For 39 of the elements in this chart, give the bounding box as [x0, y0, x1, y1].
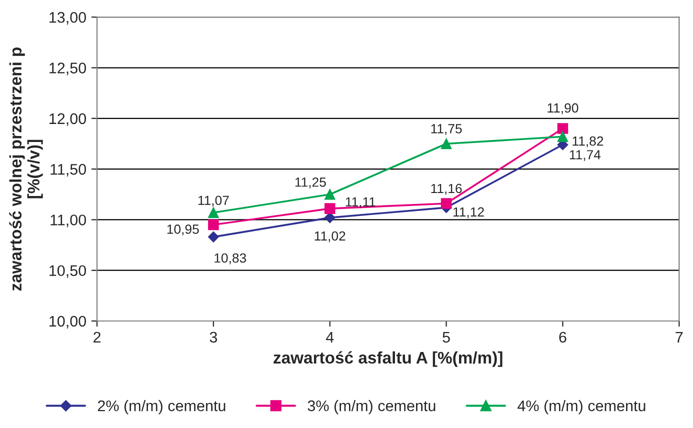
data-label: 11,82 — [572, 136, 604, 148]
point — [324, 203, 336, 214]
point — [440, 138, 452, 150]
point — [208, 231, 219, 242]
data-label: 11,25 — [295, 177, 326, 188]
data-label: 11,11 — [346, 197, 376, 208]
legend-label: 3% (m/m) cementu — [308, 400, 436, 414]
y-tick-label: 10,50 — [50, 265, 86, 278]
x-tick-label: 7 — [676, 332, 683, 342]
y-tick-label: 11,50 — [50, 164, 86, 177]
point — [324, 189, 336, 200]
legend-label: 2% (m/m) cementu — [98, 400, 226, 414]
data-label: 11,75 — [431, 124, 462, 135]
point — [557, 123, 568, 134]
data-label: 11,74 — [570, 150, 601, 161]
point — [208, 219, 219, 230]
x-tick-label: 6 — [559, 332, 566, 343]
data-label: 11,02 — [314, 231, 346, 242]
data-label: 11,90 — [548, 103, 578, 114]
y-tick-label: 10,00 — [50, 316, 86, 328]
x-tick-label: 3 — [210, 332, 218, 343]
y-axis-title: zawartość wolnej przestrzeni p [%(v/v)] — [9, 47, 43, 291]
point — [557, 131, 568, 142]
data-label: 10,95 — [167, 224, 199, 236]
data-label: 11,16 — [431, 184, 462, 195]
data-label: 10,83 — [214, 253, 246, 264]
legend-label: 4% (m/m) cementu — [518, 400, 646, 414]
x-tick-label: 5 — [442, 332, 450, 343]
data-label: 11,12 — [454, 207, 484, 218]
data-label: 11,07 — [198, 196, 229, 207]
x-tick-label: 4 — [326, 332, 334, 342]
y-tick-label: 13,00 — [50, 12, 86, 25]
x-axis-title: zawartość asfaltu A [%(m/m)] — [274, 351, 502, 367]
y-tick-label: 12,50 — [50, 62, 86, 76]
point — [440, 198, 452, 209]
y-tick-label: 12,00 — [50, 113, 86, 126]
y-tick-label: 11,00 — [50, 214, 86, 228]
x-tick-label: 2 — [94, 332, 100, 342]
point — [208, 207, 219, 218]
